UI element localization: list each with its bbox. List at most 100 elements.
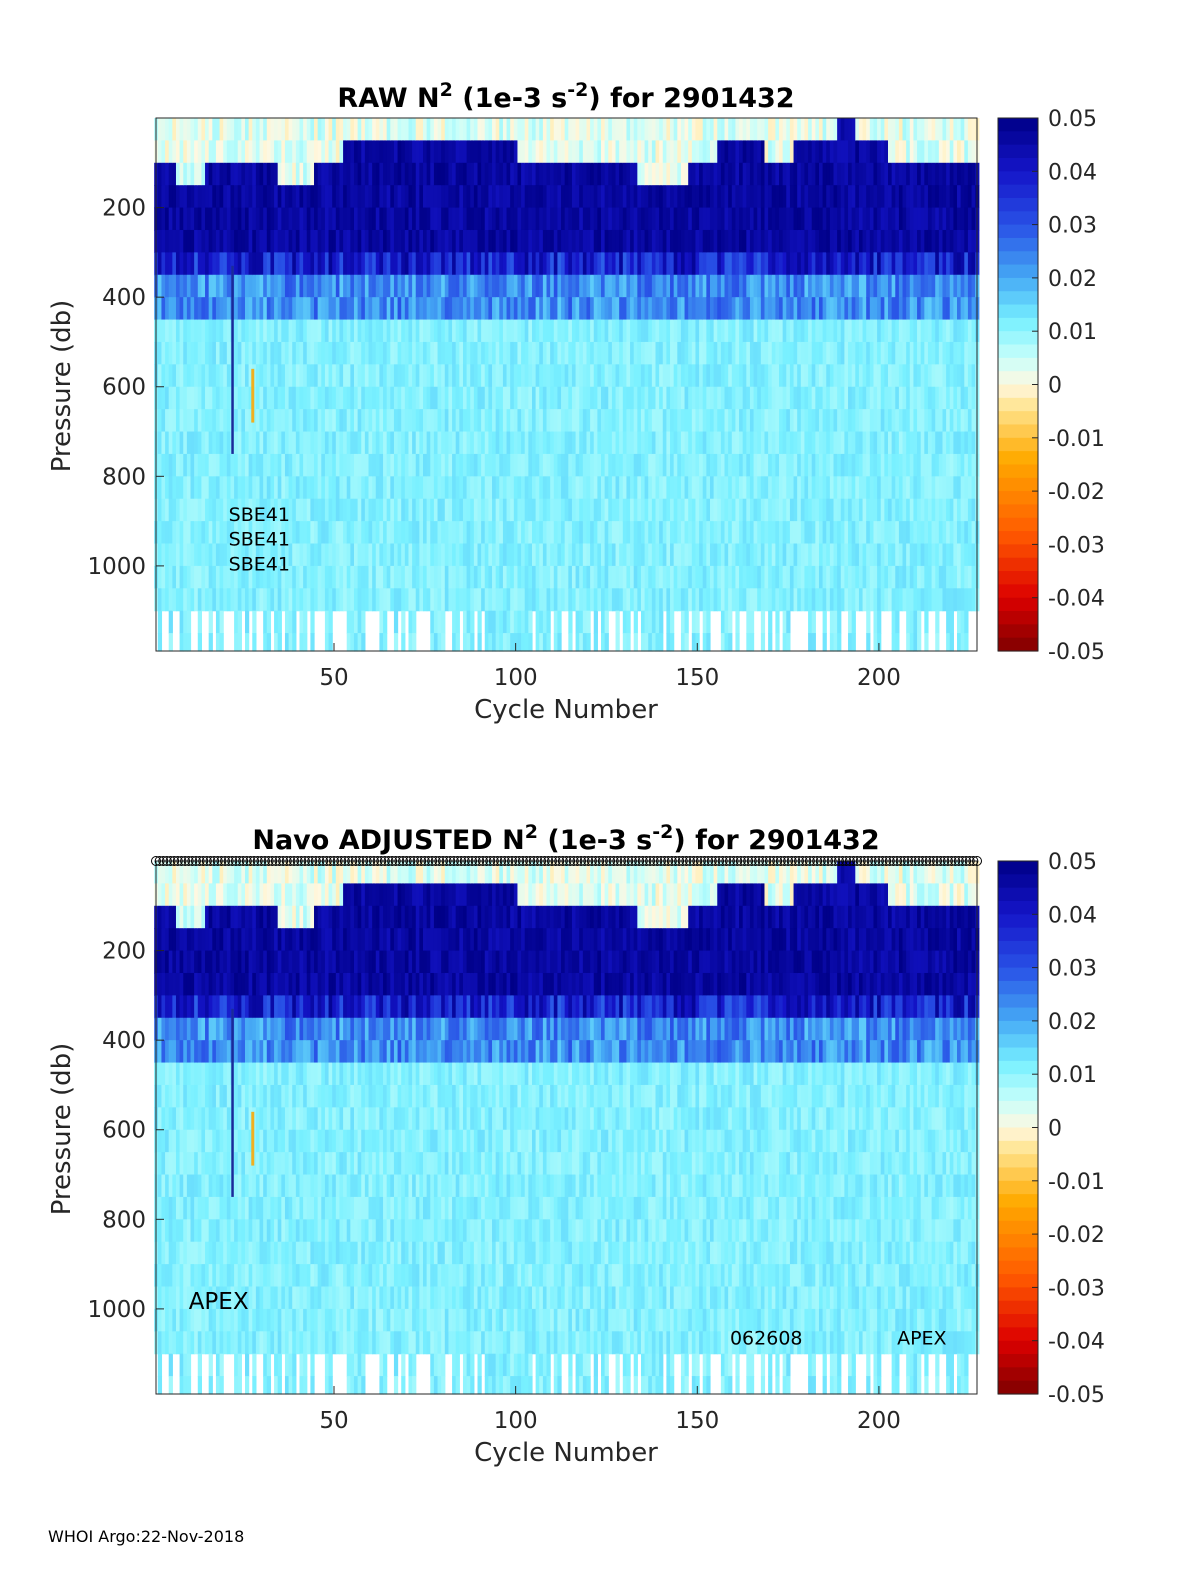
heatmap-cell	[335, 453, 341, 477]
heatmap-cell	[728, 364, 733, 388]
heatmap-cell	[306, 274, 311, 298]
heatmap-cell	[611, 386, 617, 410]
heatmap-cell	[829, 543, 835, 567]
heatmap-cell	[561, 386, 566, 410]
heatmap-cell	[797, 409, 802, 433]
heatmap-cell	[346, 633, 351, 652]
heatmap-cell	[441, 252, 446, 276]
heatmap-cell	[862, 453, 867, 477]
heatmap-cell	[644, 521, 649, 545]
heatmap-cell	[444, 386, 450, 410]
heatmap-cell	[764, 118, 769, 141]
heatmap-cell	[444, 229, 450, 253]
heatmap-cell	[284, 476, 290, 500]
heatmap-cell	[862, 207, 867, 231]
heatmap-cell	[524, 453, 529, 477]
heatmap-cell	[808, 364, 813, 388]
heatmap-cell	[332, 140, 337, 164]
heatmap-cell	[757, 453, 762, 477]
heatmap-cell	[314, 431, 319, 455]
heatmap-cell	[248, 431, 253, 455]
heatmap-cell	[455, 543, 460, 567]
heatmap-cell	[568, 498, 573, 522]
heatmap-cell	[306, 521, 311, 545]
heatmap-cell	[466, 543, 471, 567]
heatmap-cell	[673, 185, 678, 209]
heatmap-cell	[281, 409, 286, 433]
heatmap-cell	[888, 341, 893, 365]
heatmap-cell	[455, 498, 460, 522]
heatmap-cell	[393, 364, 399, 388]
heatmap-cell	[935, 297, 940, 321]
heatmap-cell	[640, 185, 646, 209]
heatmap-cell	[670, 633, 675, 652]
heatmap-cell	[662, 409, 667, 433]
heatmap-cell	[288, 319, 293, 343]
heatmap-cell	[237, 453, 242, 477]
heatmap-cell	[241, 341, 246, 365]
heatmap-cell	[295, 274, 301, 298]
heatmap-cell	[764, 319, 769, 343]
heatmap-cell	[564, 341, 569, 365]
heatmap-cell	[208, 498, 213, 522]
heatmap-cell	[521, 409, 526, 433]
heatmap-cell	[415, 162, 420, 186]
heatmap-cell	[630, 319, 635, 343]
heatmap-cell	[350, 498, 355, 522]
heatmap-cell	[680, 185, 686, 209]
heatmap-cell	[731, 431, 737, 455]
heatmap-cell	[709, 185, 715, 209]
heatmap-cell	[571, 409, 577, 433]
heatmap-cell	[680, 521, 686, 545]
heatmap-cell	[466, 319, 471, 343]
heatmap-cell	[601, 565, 606, 589]
heatmap-cell	[746, 476, 751, 500]
heatmap-cell	[927, 476, 933, 500]
heatmap-cell	[284, 252, 290, 276]
heatmap-cell	[829, 409, 835, 433]
heatmap-cell	[284, 140, 290, 164]
heatmap-cell	[488, 386, 493, 410]
heatmap-cell	[779, 118, 784, 141]
heatmap-cell	[488, 521, 493, 545]
heatmap-cell	[375, 476, 380, 500]
heatmap-cell	[742, 118, 747, 141]
heatmap-cell	[717, 297, 722, 321]
heatmap-cell	[666, 162, 671, 186]
heatmap-cell	[339, 386, 344, 410]
heatmap-cell	[343, 252, 348, 276]
heatmap-cell	[255, 162, 261, 186]
heatmap-cell	[695, 386, 700, 410]
heatmap-cell	[782, 229, 787, 253]
heatmap-cell	[779, 319, 784, 343]
heatmap-cell	[746, 162, 751, 186]
heatmap-cell	[531, 274, 537, 298]
heatmap-cell	[292, 185, 297, 209]
heatmap-cell	[866, 409, 871, 433]
heatmap-cell	[717, 409, 722, 433]
heatmap-cell	[648, 140, 653, 164]
heatmap-cell	[524, 162, 529, 186]
heatmap-cell	[234, 341, 239, 365]
heatmap-cell	[786, 588, 791, 612]
heatmap-cell	[582, 521, 588, 545]
heatmap-cell	[866, 453, 871, 477]
heatmap-cell	[314, 498, 319, 522]
heatmap-cell	[742, 588, 747, 612]
heatmap-cell	[826, 162, 831, 186]
heatmap-cell	[608, 319, 613, 343]
heatmap-cell	[742, 543, 747, 567]
heatmap-cell	[190, 565, 195, 589]
heatmap-cell	[611, 565, 617, 589]
heatmap-cell	[862, 476, 867, 500]
heatmap-cell	[557, 118, 562, 141]
heatmap-cell	[306, 252, 311, 276]
heatmap-cell	[728, 588, 733, 612]
heatmap-cell	[746, 521, 751, 545]
heatmap-cell	[731, 409, 737, 433]
heatmap-cell	[873, 588, 878, 612]
heatmap-cell	[321, 521, 326, 545]
heatmap-cell	[314, 386, 319, 410]
heatmap-cell	[749, 476, 755, 500]
heatmap-cell	[858, 565, 864, 589]
